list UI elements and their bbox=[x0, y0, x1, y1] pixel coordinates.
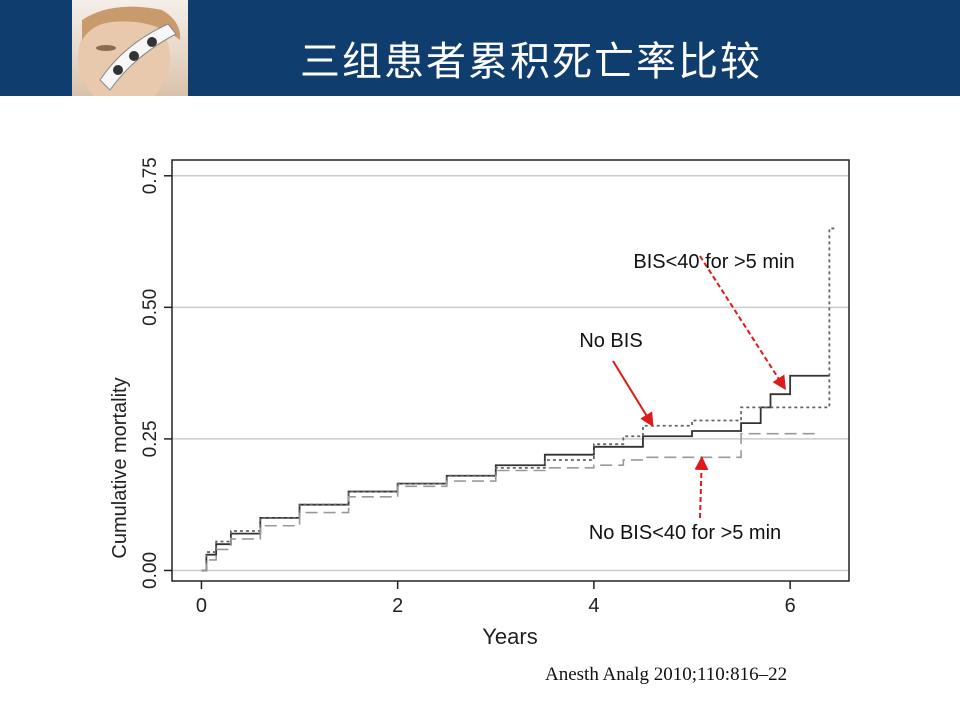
citation: Anesth Analg 2010;110:816–22 bbox=[545, 664, 788, 685]
annotation-arrow-1 bbox=[612, 360, 654, 427]
plot-border bbox=[171, 159, 850, 582]
annotation-arrow-2 bbox=[694, 455, 709, 519]
grid-lines bbox=[172, 175, 849, 572]
header-bar: 三组患者累积死亡率比较 bbox=[0, 0, 960, 96]
y-tick-label-2: 0.50 bbox=[140, 289, 161, 326]
y-tick-label-1: 0.25 bbox=[140, 420, 161, 457]
axis-ticks: 0 2 4 6 0.00 0.25 0.50 0.75 bbox=[140, 157, 796, 617]
y-axis-label: Cumulative mortality bbox=[109, 377, 131, 558]
annotation-label-2: No BIS<40 for >5 min bbox=[589, 522, 781, 544]
x-tick-label-3: 6 bbox=[785, 595, 796, 617]
x-tick-label-0: 0 bbox=[196, 595, 207, 617]
x-tick-label-2: 4 bbox=[588, 595, 599, 617]
annotation-label-0: BIS<40 for >5 min bbox=[633, 251, 794, 273]
plot-frame bbox=[171, 159, 850, 582]
x-tick-label-1: 2 bbox=[392, 595, 403, 617]
series-group bbox=[201, 227, 835, 572]
cumulative-mortality-chart: 0 2 4 6 0.00 0.25 0.50 0.75 Years Cumulative mo… bbox=[109, 157, 850, 649]
annotation-arrow-0 bbox=[699, 255, 787, 391]
annotation-arrows bbox=[612, 255, 787, 519]
series-line-solid bbox=[201, 374, 830, 572]
x-axis-label: Years bbox=[482, 624, 537, 649]
y-tick-label-0: 0.00 bbox=[140, 552, 161, 589]
chart-container: 0 2 4 6 0.00 0.25 0.50 0.75 Years Cumulative mo… bbox=[0, 96, 960, 720]
page-title: 三组患者累积死亡率比较 bbox=[300, 39, 762, 85]
series-line-dashed bbox=[201, 432, 815, 572]
patient-with-bis-sensor-icon bbox=[78, 6, 181, 96]
annotation-labels: BIS<40 for >5 min No BIS No BIS<40 for >5 … bbox=[579, 251, 794, 544]
series-line-dotted bbox=[201, 227, 835, 572]
annotation-label-1: No BIS bbox=[579, 330, 642, 352]
y-tick-label-3: 0.75 bbox=[140, 157, 161, 194]
patient-photo bbox=[72, 0, 188, 96]
